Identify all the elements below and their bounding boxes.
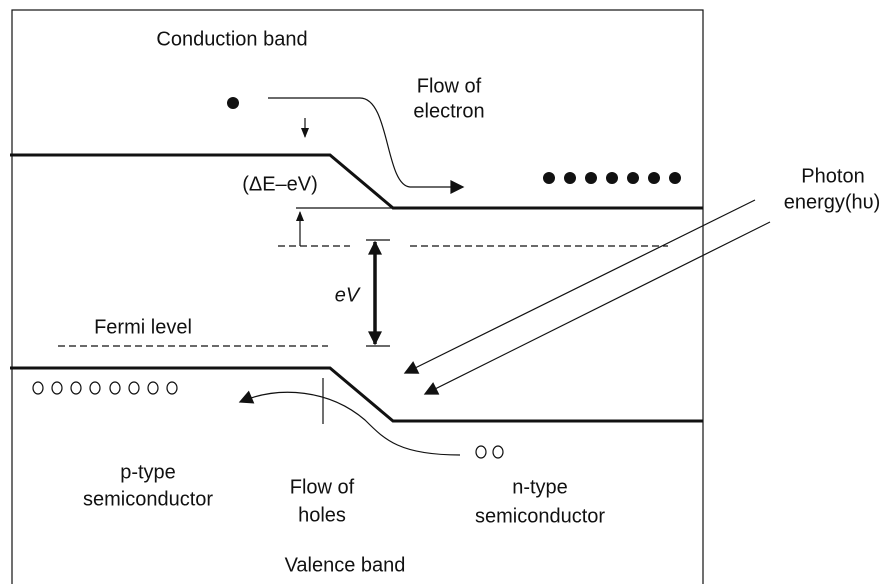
fermi-label: Fermi level	[94, 316, 192, 338]
flow-electron-label: electron	[413, 100, 484, 122]
frame	[11, 9, 704, 584]
n-type-label: semiconductor	[475, 505, 605, 527]
p-type-label: p-type	[120, 461, 176, 483]
flow-electron-label: Flow of	[417, 75, 482, 97]
ev-label: eV	[335, 284, 361, 306]
conduction-band-label: Conduction band	[156, 28, 307, 50]
electron	[227, 97, 239, 109]
photon-label: Photon	[801, 165, 864, 187]
n-type-label: n-type	[512, 476, 568, 498]
valence-band-label: Valence band	[285, 554, 406, 576]
valence-band-edge	[10, 366, 703, 423]
photon-arrow	[423, 221, 771, 395]
electrons	[543, 172, 681, 184]
flow-holes-label: holes	[298, 504, 346, 526]
photon-arrow	[403, 199, 756, 374]
electron-flow	[268, 97, 465, 194]
flow-holes-label: Flow of	[290, 476, 355, 498]
photon-label: energy(hυ)	[784, 191, 881, 213]
holes	[32, 381, 504, 459]
p-type-label: semiconductor	[83, 488, 213, 510]
conduction-band-edge	[10, 153, 703, 210]
hole-flow	[238, 390, 461, 456]
delta-e-label: (ΔE–eV)	[242, 173, 318, 195]
